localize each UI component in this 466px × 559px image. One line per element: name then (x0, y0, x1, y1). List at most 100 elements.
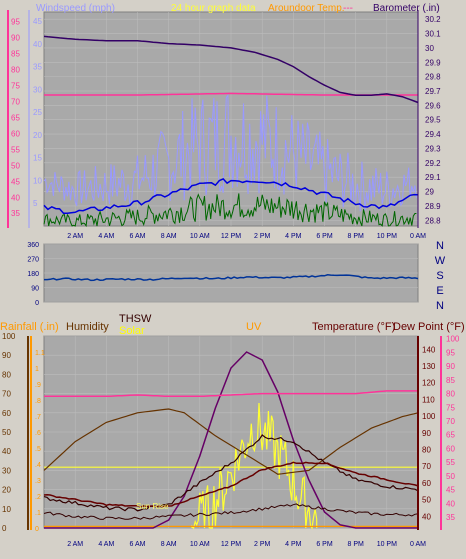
temp-tick: 110 (422, 395, 435, 404)
time-tick: 6 AM (130, 233, 146, 240)
direction-tick: 0 (35, 300, 39, 307)
barometer-tick: 29.1 (425, 173, 441, 182)
time-tick: 10 PM (377, 541, 397, 548)
rain-tick: .1 (35, 510, 41, 517)
temp-left-tick: 75 (11, 81, 20, 90)
barometer-tick: 29.2 (425, 159, 441, 168)
barometer-tick: 29.4 (425, 130, 441, 139)
rain-tick: .9 (35, 382, 41, 389)
temp-left-tick: 90 (11, 34, 20, 43)
time-tick: 2 PM (254, 233, 271, 240)
temp-tick: 70 (422, 462, 431, 471)
legend-barometer: Barometer (.in) (373, 3, 440, 14)
legend-windspeed: Windspeed (mph) (36, 3, 115, 14)
time-tick: 8 PM (347, 233, 364, 240)
rain-tick: .6 (35, 430, 41, 437)
barometer-tick: 29.5 (425, 116, 441, 125)
time-tick: 0 AM (410, 541, 426, 548)
windspeed-tick: 25 (33, 108, 42, 117)
climate-chart-series (43, 351, 419, 530)
dew-tick: 95 (446, 348, 455, 357)
windspeed-low-line (43, 193, 417, 228)
temp-tick: 80 (422, 446, 431, 455)
time-tick: 4 PM (285, 233, 302, 240)
rain-tick: .8 (35, 398, 41, 405)
windspeed-axis: 5 10 15 20 25 30 35 40 45 (33, 17, 42, 208)
temperature-line (43, 461, 419, 508)
main-chart-series (43, 35, 419, 228)
direction-tick: 360 (27, 242, 39, 249)
humidity-tick: 70 (2, 390, 11, 399)
barometer-tick: 29.9 (425, 58, 441, 67)
temp-tick: 130 (422, 362, 436, 371)
temp-tick: 140 (422, 345, 436, 354)
thsw-line (43, 434, 419, 512)
wind-direction-series (44, 274, 419, 282)
humidity-tick: 100 (2, 332, 16, 341)
barometer-tick: 29 (425, 188, 434, 197)
time-tick: 0 AM (410, 233, 426, 240)
time-tick: 6 AM (130, 541, 146, 548)
dew-tick: 90 (446, 362, 455, 371)
sunrise-annotation: Sun Rise (136, 502, 169, 511)
rain-tick: 0 (35, 526, 39, 533)
compass-label: N (436, 240, 444, 252)
time-tick: 2 AM (67, 541, 83, 548)
legend-indoor: Aroundoor Temp. (268, 3, 345, 14)
barometer-tick: 29.6 (425, 101, 441, 110)
rain-tick: .5 (35, 446, 41, 453)
time-tick: 8 AM (161, 233, 177, 240)
dew-tick: 50 (446, 472, 455, 481)
time-tick: 10 PM (377, 233, 397, 240)
barometer-tick: 29.3 (425, 144, 441, 153)
temp-left-tick: 55 (11, 145, 20, 154)
rain-tick: .7 (35, 414, 41, 421)
uv-line (44, 351, 418, 529)
legend-dew-point: Dew Point (°F) (393, 321, 465, 333)
humidity-tick: 50 (2, 428, 11, 437)
dew-tick: 85 (446, 376, 455, 385)
legend-rainfall: Rainfall (.in) (0, 321, 59, 333)
temp-left-tick: 85 (11, 50, 20, 59)
temp-tick: 100 (422, 412, 436, 421)
compass-label: S (436, 270, 443, 282)
barometer-axis: 28.8 28.9 29 29.1 29.2 29.3 29.4 29.5 29.6 29.7 29… (425, 15, 441, 225)
direction-tick: 90 (31, 286, 39, 293)
legend-humidity: Humidity (66, 321, 109, 333)
windspeed-tick: 10 (33, 176, 42, 185)
compass-label: N (436, 300, 444, 312)
rain-tick: .2 (35, 494, 41, 501)
wind-direction-axis: 360 270 180 90 0 (27, 242, 39, 307)
temp-left-tick: 45 (11, 177, 20, 186)
time-tick: 12 PM (221, 233, 241, 240)
windspeed-tick: 40 (33, 40, 42, 49)
time-tick: 2 PM (254, 541, 271, 548)
windspeed-line (43, 94, 417, 212)
time-tick: 4 AM (98, 233, 114, 240)
temp-left-tick: 40 (11, 193, 20, 202)
humidity-tick: 20 (2, 486, 11, 495)
dew-tick: 75 (446, 403, 455, 412)
humidity-tick: 10 (2, 505, 11, 514)
dew-tick: 65 (446, 431, 455, 440)
rain-tick: .4 (35, 462, 41, 469)
legend-thsw: THSW (119, 313, 152, 325)
time-tick: 8 PM (347, 541, 364, 548)
temp-left-tick: 70 (11, 97, 20, 106)
dew-tick: 35 (446, 513, 455, 522)
compass-label: E (436, 285, 443, 297)
time-tick: 6 PM (316, 233, 333, 240)
temp-left-tick: 60 (11, 129, 20, 138)
time-tick: 12 PM (221, 541, 241, 548)
barometer-tick: 28.8 (425, 216, 441, 225)
rain-tick: 1.1 (35, 350, 45, 357)
dew-tick: 40 (446, 499, 455, 508)
barometer-tick: 30 (425, 44, 434, 53)
windspeed-avg-line (43, 177, 419, 215)
humidity-tick: 0 (2, 524, 7, 533)
time-tick: 4 AM (98, 541, 114, 548)
legend-solar: Solar (119, 325, 145, 337)
humidity-tick: 90 (2, 351, 11, 360)
barometer-tick: 29.7 (425, 87, 441, 96)
